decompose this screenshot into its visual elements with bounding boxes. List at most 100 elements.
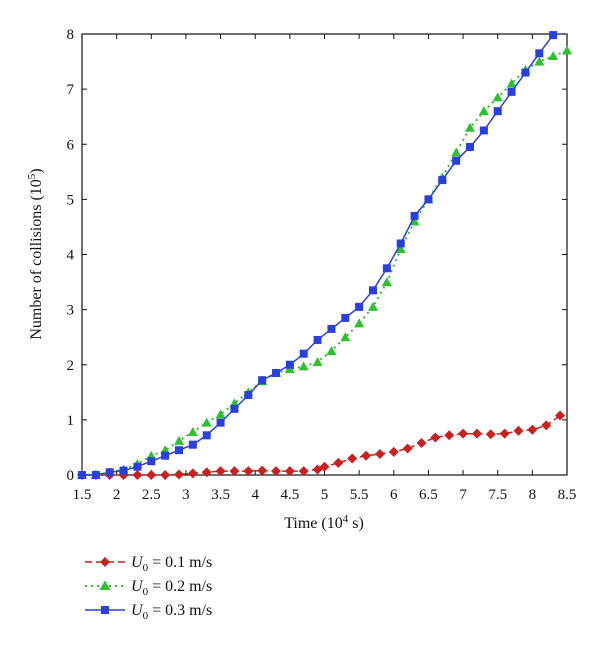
data-point	[91, 471, 100, 479]
data-point	[424, 195, 433, 204]
series-1	[77, 410, 566, 480]
data-point	[555, 410, 566, 421]
legend-label-2-sub: 0	[143, 586, 149, 598]
legend-entry-1: U0 = 0.1 m/s	[85, 554, 212, 574]
y-tick-label: 7	[67, 82, 75, 98]
x-tick-label: 5.5	[350, 487, 369, 503]
data-point	[201, 417, 212, 427]
data-point	[478, 106, 489, 116]
data-point	[369, 286, 377, 295]
x-tick-label: 7	[459, 487, 467, 503]
x-tick-label: 7.5	[488, 487, 507, 503]
data-point	[258, 376, 267, 385]
data-point	[174, 469, 184, 480]
data-point	[471, 428, 482, 439]
data-point	[174, 435, 184, 445]
y-tick-label: 6	[67, 137, 75, 153]
data-point	[347, 453, 358, 464]
legend-label-2: U0 = 0.2 m/s	[131, 578, 212, 598]
x-tick-label: 8	[529, 487, 537, 503]
data-point	[215, 409, 226, 419]
data-point	[451, 147, 462, 157]
y-axis-title-exponent: 5	[26, 173, 38, 179]
x-axis-title-tail: s)	[348, 515, 364, 532]
data-point	[465, 122, 475, 132]
data-point	[298, 361, 309, 371]
legend-label-2-symbol: U	[131, 578, 144, 595]
legend-swatch-marker-3	[101, 606, 109, 614]
legend: U0 = 0.1 m/s U0 = 0.2 m/s U0 = 0.3 m/s	[85, 554, 212, 622]
data-point	[444, 430, 455, 441]
data-point	[299, 349, 308, 358]
data-point	[485, 429, 496, 440]
x-tick-label: 1.5	[73, 487, 92, 503]
data-point	[161, 451, 170, 460]
data-point	[326, 345, 337, 355]
data-point	[229, 466, 240, 477]
data-point	[361, 450, 372, 461]
series-line-3	[82, 34, 554, 476]
x-tick-label: 6	[390, 487, 398, 503]
data-point	[313, 335, 322, 344]
data-point	[513, 425, 524, 436]
y-tick-label: 1	[67, 413, 75, 429]
data-point	[354, 318, 365, 328]
data-point	[187, 427, 198, 437]
data-point	[187, 468, 198, 479]
y-tick-label: 8	[67, 27, 75, 43]
data-point	[562, 45, 572, 55]
data-point	[521, 68, 530, 77]
x-tick-label: 3.5	[211, 487, 230, 503]
data-point	[452, 156, 461, 165]
data-point	[285, 360, 294, 369]
data-point	[535, 49, 544, 58]
legend-swatch-marker-1	[100, 557, 110, 567]
data-point	[466, 143, 474, 152]
data-point	[147, 457, 156, 466]
series-3	[78, 31, 558, 479]
data-point	[319, 461, 330, 472]
legend-label-1-rest: = 0.1 m/s	[148, 554, 212, 571]
data-point	[409, 216, 420, 226]
y-axis-title: Number of collisions (105)	[26, 168, 45, 339]
x-tick-label: 4.5	[280, 487, 299, 503]
data-point	[105, 468, 114, 477]
x-tick-label: 2.5	[142, 487, 161, 503]
y-axis-title-main: Number of collisions (10	[28, 179, 45, 339]
y-tick-label: 5	[67, 192, 75, 208]
data-point	[507, 87, 516, 96]
x-axis-ticks: 1.5 2 2.5 3 3.5 4 4.5 5 5.5 6 6.5 7 7.5 8 8.5	[73, 34, 577, 503]
data-point	[381, 277, 392, 287]
legend-swatch-marker-2	[99, 580, 111, 590]
data-point	[327, 324, 336, 333]
data-point	[201, 467, 212, 478]
data-point	[271, 466, 281, 477]
data-point	[402, 443, 413, 454]
data-point	[333, 457, 344, 468]
data-point	[340, 332, 351, 342]
series-layer	[77, 31, 572, 480]
data-point	[548, 51, 559, 61]
data-point	[216, 418, 225, 427]
data-point	[202, 431, 211, 440]
data-point	[298, 466, 309, 477]
data-point	[244, 391, 253, 400]
x-tick-label: 3	[182, 487, 190, 503]
data-point	[374, 449, 385, 460]
data-point	[527, 424, 538, 435]
legend-label-3-symbol: U	[131, 602, 144, 619]
y-tick-label: 0	[67, 468, 75, 484]
data-point	[257, 465, 268, 476]
data-point	[541, 420, 552, 431]
data-point	[395, 243, 406, 253]
data-point	[396, 239, 405, 248]
x-tick-label: 2	[113, 487, 121, 503]
x-tick-label: 5	[321, 487, 329, 503]
y-tick-label: 2	[67, 358, 75, 374]
data-point	[215, 466, 226, 477]
data-point	[243, 466, 254, 477]
x-tick-label: 6.5	[419, 487, 438, 503]
data-point	[549, 31, 558, 40]
x-tick-label: 8.5	[558, 487, 577, 503]
